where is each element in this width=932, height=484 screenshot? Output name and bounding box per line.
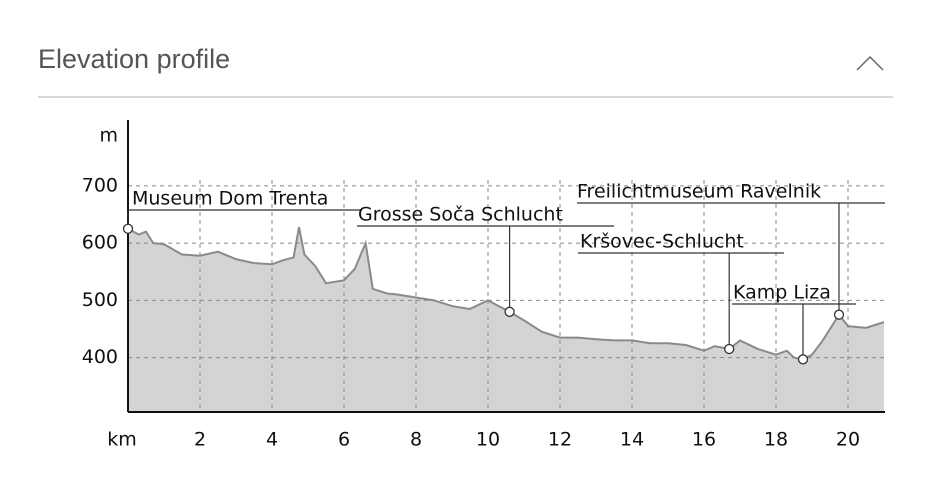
y-tick-label: 500 (82, 289, 118, 311)
x-tick-label: 8 (410, 429, 422, 451)
x-tick-label: 6 (338, 429, 350, 451)
x-tick-label: 18 (764, 429, 788, 451)
section-title: Elevation profile (38, 44, 231, 74)
x-tick-label: 10 (476, 429, 500, 451)
annotation-label: Kamp Liza (733, 282, 831, 304)
x-axis-label: km (107, 429, 137, 451)
x-tick-label: 12 (548, 429, 572, 451)
y-tick-label: 600 (82, 232, 118, 254)
poi-point (833, 309, 845, 320)
x-tick-label: 2 (194, 429, 206, 451)
y-axis-label: m (99, 125, 118, 147)
poi-point (797, 354, 809, 365)
x-tick-label: 4 (266, 429, 278, 451)
poi-point (122, 223, 134, 234)
annotation-label: Freilichtmuseum Ravelnik (577, 181, 821, 203)
y-tick-label: 400 (82, 346, 118, 368)
annotation-label: Kršovec-Schlucht (580, 231, 744, 253)
x-tick-label: 14 (620, 429, 644, 451)
poi-point (504, 306, 515, 317)
y-tick-label: 700 (82, 174, 118, 196)
collapse-chevron[interactable] (856, 55, 884, 71)
elevation-area (128, 227, 884, 412)
annotation-label: Museum Dom Trenta (132, 188, 328, 210)
annotation-label: Grosse Soča Schlucht (358, 204, 563, 226)
x-tick-label: 16 (692, 429, 716, 451)
poi-point (724, 343, 735, 355)
x-tick-label: 20 (836, 429, 860, 451)
elevation-line (127, 226, 885, 361)
